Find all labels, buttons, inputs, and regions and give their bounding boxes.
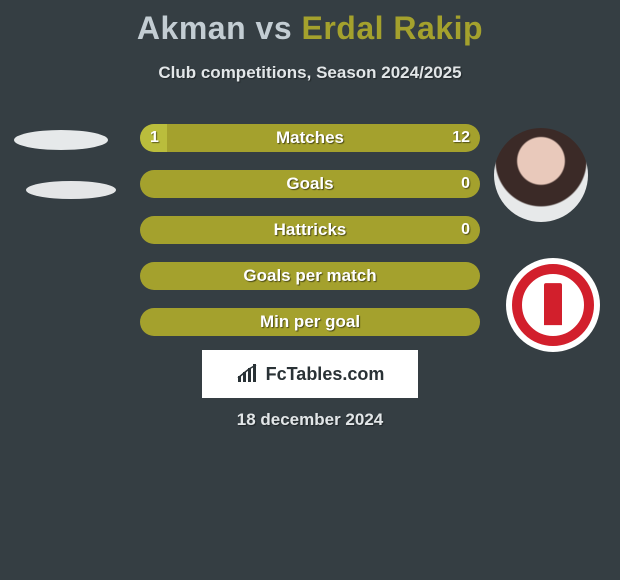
- player1-club-badge: [26, 181, 116, 199]
- stat-right-value: [460, 308, 480, 336]
- stat-right-value: 12: [442, 124, 480, 152]
- stat-label: Goals per match: [140, 262, 480, 290]
- player2-name: Erdal Rakip: [302, 10, 484, 46]
- stat-bar-matches: 1 Matches 12: [140, 124, 480, 152]
- player2-club-badge: [506, 258, 600, 352]
- stat-label: Matches: [140, 124, 480, 152]
- player1-name: Akman: [137, 10, 246, 46]
- stat-bar-goals: Goals 0: [140, 170, 480, 198]
- subtitle: Club competitions, Season 2024/2025: [0, 63, 620, 83]
- player1-avatar: [14, 130, 108, 150]
- comparison-title: Akman vs Erdal Rakip: [0, 0, 620, 47]
- brand-box: FcTables.com: [202, 350, 418, 398]
- brand-text: FcTables.com: [266, 364, 385, 385]
- stat-bar-goals-per-match: Goals per match: [140, 262, 480, 290]
- stat-bar-hattricks: Hattricks 0: [140, 216, 480, 244]
- brand-chart-icon: [236, 364, 260, 384]
- date-text: 18 december 2024: [0, 410, 620, 430]
- player2-avatar: [494, 128, 588, 222]
- stat-label: Goals: [140, 170, 480, 198]
- badge-tower-icon: [544, 283, 562, 325]
- stat-right-value: 0: [451, 216, 480, 244]
- stat-bars: 1 Matches 12 Goals 0 Hattricks 0 Goals p…: [140, 124, 480, 354]
- stat-label: Hattricks: [140, 216, 480, 244]
- stat-bar-min-per-goal: Min per goal: [140, 308, 480, 336]
- vs-text: vs: [256, 10, 293, 46]
- stat-label: Min per goal: [140, 308, 480, 336]
- stat-right-value: [460, 262, 480, 290]
- stat-right-value: 0: [451, 170, 480, 198]
